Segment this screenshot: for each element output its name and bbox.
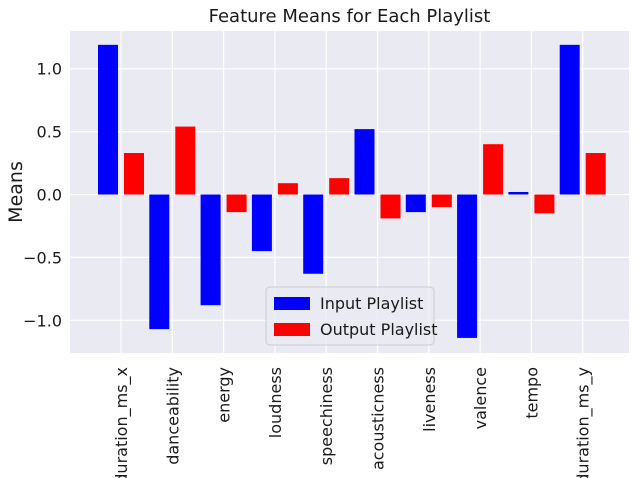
bar-output-duration_ms_y: [585, 153, 606, 195]
bar-input-valence: [457, 194, 478, 338]
bar-input-danceability: [149, 194, 170, 330]
bar-input-duration_ms_x: [98, 44, 118, 195]
y-tick-label: 0.5: [37, 123, 62, 142]
x-tick-label: duration_ms_x: [112, 367, 132, 478]
x-tick-label: acousticness: [369, 367, 388, 470]
bar-input-duration_ms_y: [559, 44, 580, 195]
bar-output-valence: [483, 144, 504, 195]
bar-input-energy: [200, 194, 221, 306]
y-tick-label: 0.0: [37, 186, 62, 205]
bar-output-duration_ms_x: [124, 153, 144, 195]
bar-output-speechiness: [329, 178, 350, 195]
chart-title: Feature Means for Each Playlist: [209, 6, 491, 27]
x-tick-label: duration_ms_y: [574, 367, 594, 478]
bar-output-acousticness: [380, 194, 401, 219]
legend-label-output: Output Playlist: [320, 320, 438, 339]
x-tick-label: speechiness: [317, 367, 336, 465]
bar-output-tempo: [534, 194, 555, 214]
bar-input-liveness: [405, 194, 426, 213]
x-tick-label: tempo: [522, 367, 541, 419]
x-tick-label: loudness: [266, 367, 285, 438]
x-tick-label: energy: [215, 367, 234, 423]
legend: Input Playlist Output Playlist: [265, 286, 438, 346]
bar-input-speechiness: [303, 194, 324, 274]
bar-input-acousticness: [354, 129, 375, 195]
legend-label-input: Input Playlist: [320, 294, 423, 313]
bar-output-energy: [226, 194, 247, 213]
bar-output-loudness: [277, 183, 298, 195]
x-tick-labels: duration_ms_x danceability energy loudness s…: [112, 367, 594, 478]
bars: [98, 44, 606, 338]
y-tick-label: −0.5: [23, 248, 62, 267]
bar-output-danceability: [175, 126, 196, 195]
y-axis-label: Means: [5, 161, 27, 223]
y-tick-labels: 1.0 0.5 0.0 −0.5 −1.0: [23, 60, 62, 331]
y-tick-label: 1.0: [37, 60, 62, 79]
x-tick-label: valence: [471, 367, 490, 429]
legend-swatch-input: [274, 297, 310, 310]
bar-input-tempo: [508, 192, 529, 195]
bar-input-loudness: [251, 194, 272, 252]
bar-output-liveness: [431, 194, 452, 208]
legend-swatch-output: [274, 323, 310, 336]
y-tick-label: −1.0: [23, 311, 62, 330]
x-tick-label: liveness: [420, 367, 439, 432]
x-tick-label: danceability: [163, 367, 182, 465]
